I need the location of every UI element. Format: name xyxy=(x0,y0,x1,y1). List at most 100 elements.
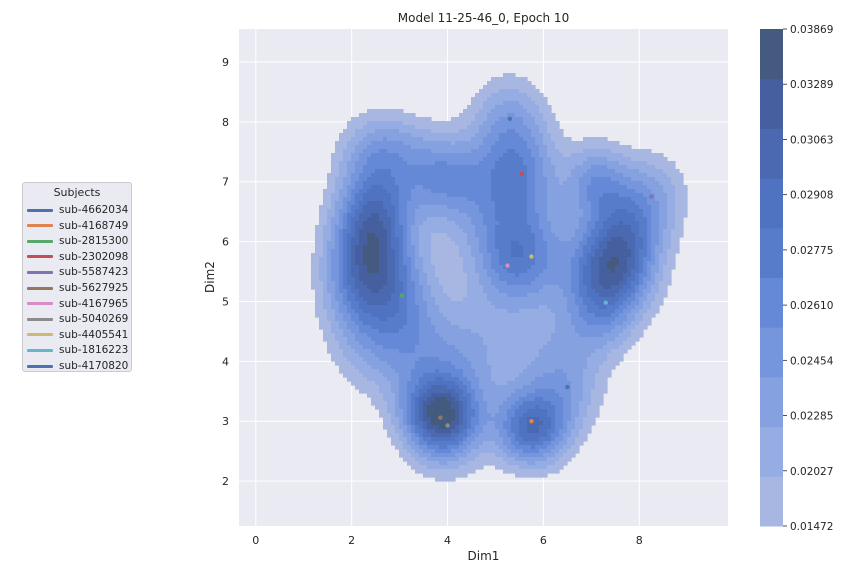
density-cell xyxy=(459,137,464,142)
density-cell xyxy=(443,273,448,278)
density-cell xyxy=(651,221,656,226)
density-cell xyxy=(499,317,504,322)
density-cell xyxy=(631,325,636,330)
density-cell xyxy=(527,309,532,314)
density-cell xyxy=(515,169,520,174)
density-cell xyxy=(347,197,352,202)
density-cell xyxy=(379,257,384,262)
density-cell xyxy=(499,213,504,218)
density-cell xyxy=(459,269,464,274)
density-cell xyxy=(555,333,560,338)
density-cell xyxy=(435,169,440,174)
density-cell xyxy=(547,205,552,210)
density-cell xyxy=(583,189,588,194)
density-cell xyxy=(475,133,480,138)
density-cell xyxy=(579,337,584,342)
density-cell xyxy=(459,117,464,122)
density-cell xyxy=(395,129,400,134)
density-cell xyxy=(387,301,392,306)
density-cell xyxy=(455,285,460,290)
density-cell xyxy=(435,329,440,334)
density-cell xyxy=(623,301,628,306)
density-cell xyxy=(439,189,444,194)
density-cell xyxy=(503,81,508,86)
density-cell xyxy=(575,149,580,154)
density-cell xyxy=(335,253,340,258)
density-cell xyxy=(387,229,392,234)
density-cell xyxy=(391,125,396,130)
density-cell xyxy=(631,341,636,346)
density-cell xyxy=(451,273,456,278)
density-cell xyxy=(375,221,380,226)
density-cell xyxy=(483,225,488,230)
density-cell xyxy=(587,153,592,158)
density-cell xyxy=(599,301,604,306)
density-cell xyxy=(355,249,360,254)
density-cell xyxy=(399,161,404,166)
density-cell xyxy=(487,233,492,238)
density-cell xyxy=(587,253,592,258)
density-cell xyxy=(679,217,684,222)
density-cell xyxy=(491,317,496,322)
density-cell xyxy=(535,153,540,158)
density-cell xyxy=(627,285,632,290)
density-cell xyxy=(399,289,404,294)
density-cell xyxy=(627,253,632,258)
density-cell xyxy=(607,149,612,154)
density-cell xyxy=(339,329,344,334)
density-cell xyxy=(419,265,424,270)
density-cell xyxy=(523,105,528,110)
density-cell xyxy=(403,257,408,262)
density-cell xyxy=(515,253,520,258)
density-cell xyxy=(495,177,500,182)
density-cell xyxy=(567,265,572,270)
density-cell xyxy=(499,289,504,294)
density-cell xyxy=(547,285,552,290)
density-cell xyxy=(527,89,532,94)
density-cell xyxy=(379,233,384,238)
density-cell xyxy=(535,133,540,138)
density-cell xyxy=(603,165,608,170)
density-cell xyxy=(431,241,436,246)
density-cell xyxy=(663,193,668,198)
density-cell xyxy=(579,145,584,150)
density-cell xyxy=(395,257,400,262)
density-cell xyxy=(491,137,496,142)
density-cell xyxy=(431,245,436,250)
density-cell xyxy=(379,329,384,334)
density-cell xyxy=(463,141,468,146)
density-cell xyxy=(543,149,548,154)
density-cell xyxy=(379,117,384,122)
density-cell xyxy=(495,153,500,158)
density-cell xyxy=(603,289,608,294)
density-cell xyxy=(515,89,520,94)
density-cell xyxy=(355,129,360,134)
density-cell xyxy=(495,85,500,90)
density-cell xyxy=(363,137,368,142)
density-cell xyxy=(499,341,504,346)
density-cell xyxy=(535,213,540,218)
density-cell xyxy=(511,93,516,98)
density-cell xyxy=(535,125,540,130)
density-cell xyxy=(607,333,612,338)
density-cell xyxy=(387,325,392,330)
density-cell xyxy=(423,133,428,138)
density-cell xyxy=(527,209,532,214)
density-cell xyxy=(587,273,592,278)
density-cell xyxy=(567,185,572,190)
density-cell xyxy=(463,221,468,226)
density-cell xyxy=(399,229,404,234)
density-cell xyxy=(515,173,520,178)
density-cell xyxy=(499,125,504,130)
density-cell xyxy=(491,289,496,294)
density-cell xyxy=(531,301,536,306)
density-cell xyxy=(547,253,552,258)
density-cell xyxy=(383,185,388,190)
density-cell xyxy=(507,281,512,286)
density-cell xyxy=(471,185,476,190)
density-cell xyxy=(583,193,588,198)
density-cell xyxy=(463,249,468,254)
density-cell xyxy=(635,173,640,178)
density-cell xyxy=(631,209,636,214)
density-cell xyxy=(531,245,536,250)
